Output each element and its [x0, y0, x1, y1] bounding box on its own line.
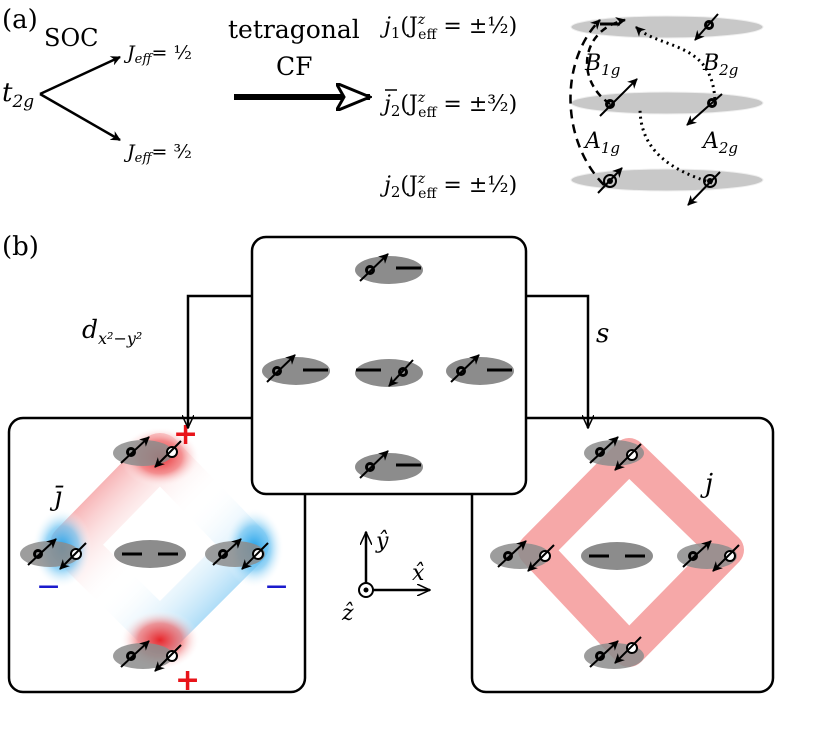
- tetragonal-label: tetragonal: [228, 15, 360, 44]
- j2bar-electron-right: [686, 93, 723, 126]
- center-orbital-right: [446, 354, 514, 385]
- left-orbital-left: [20, 538, 87, 570]
- jeff-threehalf-label: Jeff= ³⁄₂: [123, 141, 192, 166]
- minus-sign-left: −: [36, 569, 61, 604]
- level-j2-label: j2(Jz eff = ±½): [379, 171, 517, 202]
- right-orbital-right: [677, 540, 740, 572]
- right-orbital-bottom: [584, 636, 644, 669]
- soc-lower-arrow: [39, 92, 121, 142]
- a2g-label: A2g: [701, 129, 738, 157]
- center-orbital-left: [262, 354, 330, 385]
- soc-label: SOC: [44, 24, 98, 52]
- a1g-label: A1g: [583, 129, 620, 157]
- left-orbital-bottom: [113, 640, 182, 672]
- dwave-connector-arrow: [188, 294, 252, 428]
- minus-sign-right: −: [264, 569, 289, 604]
- swave-connector-arrow: [526, 294, 588, 428]
- panel-b-label: (b): [2, 232, 39, 262]
- right-orbital-center: [581, 542, 653, 570]
- panel-a-label: (a): [2, 5, 38, 35]
- center-orbital-center: [355, 359, 423, 387]
- swave-label: s: [596, 319, 609, 349]
- right-orbital-left: [490, 540, 555, 572]
- b1g-label: B1g: [584, 51, 620, 79]
- soc-upper-arrow: [39, 55, 121, 96]
- left-orbital-right: [205, 538, 269, 570]
- center-orbital-bottom: [355, 450, 423, 481]
- b2g-label: B2g: [702, 51, 738, 79]
- level-j2bar-label: j2(Jz eff = ±³⁄₂): [379, 90, 517, 121]
- b2g-path: [634, 25, 717, 106]
- j2-electron-left: [597, 167, 623, 194]
- j1-electron: [694, 13, 719, 41]
- center-orbital-top: [355, 253, 423, 284]
- plus-sign-top: +: [173, 417, 198, 452]
- level-j1-label: j1(Jz eff = ±½): [379, 12, 517, 43]
- left-orbital-center: [114, 540, 186, 568]
- jeff-half-label: Jeff= ½: [123, 42, 192, 67]
- b1g-path: [585, 17, 626, 106]
- cf-label: CF: [276, 52, 312, 81]
- left-orbital-top: [113, 436, 182, 468]
- axis-z-label: ẑ: [341, 601, 354, 626]
- axis-x-label: x̂: [412, 561, 425, 586]
- t2g-label: t2g: [2, 78, 34, 112]
- right-orbital-top: [584, 436, 644, 471]
- a1g-path: [569, 19, 605, 186]
- level-j1-ellipse: [570, 15, 764, 39]
- dwave-label: dx²−y²: [82, 315, 142, 348]
- axis-y-label: ŷ: [375, 529, 389, 554]
- plus-sign-bottom: +: [175, 663, 200, 698]
- axes-indicator: [358, 532, 430, 598]
